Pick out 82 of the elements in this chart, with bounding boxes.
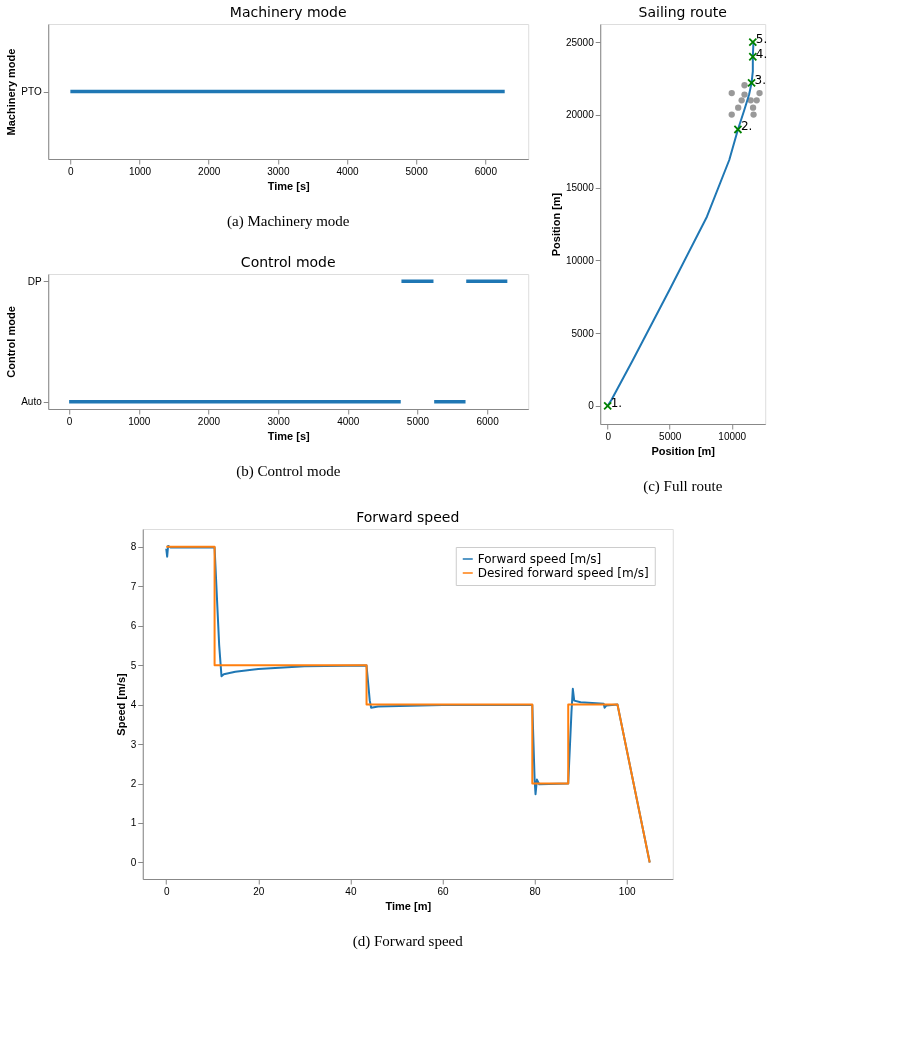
x-tick-label: 0 — [68, 165, 75, 177]
y-tick-label: 25000 — [565, 36, 595, 48]
annotation: 4. — [755, 46, 768, 61]
chart-title: Machinery mode — [229, 4, 347, 20]
point — [741, 91, 748, 98]
x-tick-label: 5000 — [405, 165, 429, 177]
legend-label: Desired forward speed [m/s] — [477, 566, 649, 580]
annotation: 2. — [740, 119, 753, 134]
x-tick-label: 1000 — [128, 165, 152, 177]
point — [749, 104, 757, 111]
y-tick-label: 5000 — [571, 327, 595, 339]
x-tick-label: 20 — [253, 885, 265, 897]
y-tick-label: 6 — [130, 620, 137, 632]
text: (d) Forward speed — [352, 933, 464, 950]
x-tick-label: 4000 — [337, 415, 360, 427]
y-tick-label: 7 — [130, 580, 137, 592]
bar — [434, 400, 466, 404]
point — [747, 97, 754, 104]
annotation: 3. — [754, 72, 767, 87]
x-axis-title: Time [s] — [267, 429, 311, 442]
x-axis-title: Position [m] — [651, 444, 716, 457]
point — [733, 125, 743, 134]
x-tick-label: 100 — [618, 885, 636, 897]
point — [753, 97, 760, 104]
point — [741, 82, 748, 89]
x-tick-label: 2000 — [197, 415, 221, 427]
legend-label: Forward speed [m/s] — [477, 552, 602, 566]
y-tick-label: 2 — [130, 778, 137, 790]
text: Control mode — [240, 254, 336, 270]
x-axis-title: Time [m] — [385, 899, 432, 912]
x-tick-label: 80 — [529, 885, 542, 897]
x-tick-label: 5000 — [659, 430, 682, 442]
text: (c) Full route — [643, 478, 723, 495]
y-tick-label: DP — [27, 275, 43, 287]
y-tick-label: 10000 — [565, 254, 595, 266]
x-tick-label: 6000 — [476, 415, 500, 427]
line-series — [606, 41, 755, 407]
bar — [466, 279, 508, 283]
point — [750, 111, 757, 118]
point — [756, 89, 763, 97]
y-tick-label: 5 — [130, 659, 137, 671]
annotation: 5. — [755, 32, 768, 47]
y-tick-label: 1 — [130, 817, 137, 829]
y-tick-label: 3 — [130, 738, 137, 750]
x-tick-label: 0 — [66, 415, 73, 427]
x-tick-label: 2000 — [198, 165, 221, 177]
annotation: 1. — [610, 395, 623, 410]
y-tick-label: 8 — [130, 541, 137, 553]
point — [728, 89, 735, 97]
x-tick-label: 10000 — [718, 430, 747, 442]
y-tick-label: 4 — [130, 699, 137, 711]
x-tick-label: 5000 — [406, 415, 430, 427]
annotation: (a) Machinery mode — [227, 213, 350, 230]
chart-title: Forward speed — [356, 509, 460, 525]
chart-title: Sailing route — [638, 4, 727, 20]
x-tick-label: 40 — [345, 885, 357, 897]
bar — [401, 279, 434, 283]
x-tick-label: 3000 — [267, 165, 290, 177]
x-tick-label: 60 — [437, 885, 450, 897]
point — [738, 97, 745, 104]
x-tick-label: 0 — [163, 885, 170, 897]
x-tick-label: 0 — [605, 430, 612, 442]
annotation: (b) Control mode — [236, 463, 341, 480]
x-tick-label: 4000 — [336, 165, 360, 177]
x-tick-label: 6000 — [474, 165, 498, 177]
x-axis-title: Time [s] — [267, 179, 311, 192]
y-axis-title: Speed [m/s] — [114, 673, 127, 736]
x-tick-label: 1000 — [128, 415, 151, 427]
y-tick-label: 20000 — [565, 109, 595, 121]
y-tick-label: 15000 — [565, 182, 595, 194]
y-axis-title: Position [m] — [549, 192, 562, 257]
y-tick-label: PTO — [21, 86, 42, 97]
y-axis-title: Machinery mode — [5, 48, 18, 136]
point — [603, 401, 613, 411]
bar — [69, 400, 401, 404]
y-tick-label: Auto — [21, 396, 43, 408]
y-tick-label: 0 — [130, 856, 137, 868]
y-tick-label: 0 — [588, 400, 595, 412]
x-tick-label: 3000 — [267, 415, 291, 427]
point — [735, 104, 742, 111]
y-axis-title: Control mode — [5, 306, 18, 378]
point — [728, 111, 735, 118]
